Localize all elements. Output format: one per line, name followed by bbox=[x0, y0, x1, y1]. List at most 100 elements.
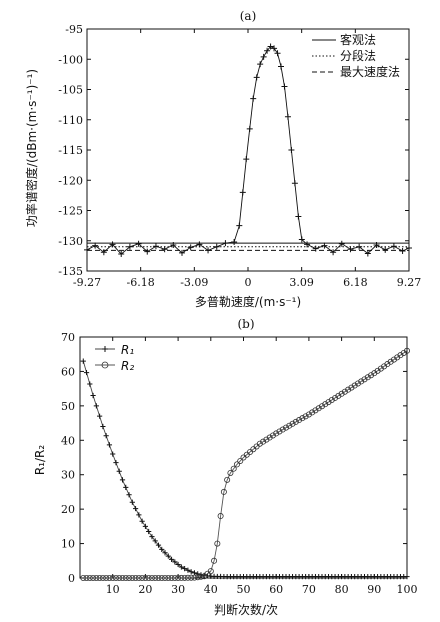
chart-b-r1-point bbox=[185, 567, 191, 573]
chart-b-r1-point bbox=[142, 523, 148, 529]
chart-b-r2-point bbox=[211, 557, 218, 564]
chart-a-legend-label: 客观法 bbox=[340, 32, 376, 47]
chart-b-r1-point bbox=[87, 381, 93, 387]
chart-a-spectrum-point bbox=[231, 238, 238, 245]
chart-b-x-tick-label: 60 bbox=[269, 583, 283, 596]
chart-b-legend-label: R₂ bbox=[121, 359, 134, 373]
chart-a-spectrum-point bbox=[373, 241, 380, 248]
chart-b-r2-point bbox=[256, 440, 263, 447]
chart-a-spectrum-point bbox=[312, 245, 319, 252]
chart-a-spectrum-point bbox=[84, 246, 90, 253]
chart-b-r1-point bbox=[126, 492, 132, 498]
chart-a-spectrum-point bbox=[205, 247, 212, 254]
chart-b-y-tick-label: 0 bbox=[68, 572, 75, 585]
chart-a-title: (a) bbox=[240, 9, 257, 23]
chart-b-r2-point bbox=[289, 420, 296, 427]
chart-b-r2-point bbox=[266, 434, 273, 441]
chart-b-r2-line bbox=[83, 350, 408, 579]
chart-a-spectrum-point bbox=[170, 241, 177, 248]
chart-a-spectrum-point bbox=[152, 243, 159, 250]
chart-b-r2-point bbox=[165, 575, 172, 582]
chart-b-r2-point bbox=[184, 574, 191, 581]
chart-b-r2-point bbox=[188, 574, 195, 581]
chart-b-r2-point bbox=[260, 438, 267, 445]
chart-b-r2-point bbox=[112, 575, 119, 582]
chart-a-y-tick-label: -100 bbox=[58, 53, 83, 66]
chart-a-spectrum-point bbox=[406, 245, 412, 252]
chart-b-r2-point bbox=[233, 461, 240, 468]
chart-b-r2-point bbox=[116, 575, 123, 582]
chart-a-legend-label: 分段法 bbox=[340, 48, 376, 63]
chart-b-r1-point bbox=[149, 534, 155, 540]
chart-b-y-tick-label: 60 bbox=[61, 365, 75, 378]
chart-b-x-axis-label: 判断次数/次 bbox=[214, 602, 278, 617]
chart-b-title: (b) bbox=[237, 317, 254, 331]
chart-b-r2-point bbox=[181, 574, 188, 581]
chart-a-spectrum-point bbox=[288, 147, 295, 153]
chart-a-spectrum-point bbox=[239, 189, 246, 196]
chart-b-r2-point bbox=[175, 575, 182, 582]
chart-a-x-tick-label: -6.18 bbox=[127, 276, 155, 289]
chart-a-spectrum-point bbox=[390, 243, 397, 250]
chart-a-spectrum-point bbox=[281, 83, 288, 90]
chart-a-spectrum-point bbox=[284, 113, 291, 120]
chart-a-x-tick-label: 6.18 bbox=[343, 276, 368, 289]
chart-a-spectrum-point bbox=[187, 244, 194, 251]
chart-b-r1-point bbox=[175, 561, 181, 568]
chart-b-r2-point bbox=[106, 575, 113, 582]
chart-b-y-tick-label: 40 bbox=[61, 434, 75, 447]
chart-b-r1-point bbox=[132, 505, 139, 512]
chart-a-spectrum-point bbox=[213, 243, 220, 250]
chart-a-spectrum-point bbox=[126, 243, 133, 250]
chart-a-legend-label: 最大速度法 bbox=[340, 64, 400, 79]
chart-b-r2-point bbox=[162, 575, 169, 582]
chart-b-r1-point bbox=[93, 403, 99, 409]
chart-b-r2-point bbox=[305, 411, 312, 418]
chart-b-r2-point bbox=[318, 403, 325, 410]
chart-b-legend-label: R₁ bbox=[121, 343, 134, 357]
chart-b-legend-circle-marker bbox=[101, 361, 109, 369]
chart-a-spectrum-point bbox=[144, 248, 151, 255]
chart-b-r1-point bbox=[139, 518, 145, 524]
chart-a-spectrum-point bbox=[135, 240, 142, 247]
chart-b-r1-point bbox=[119, 477, 126, 483]
chart-b-r1-point bbox=[404, 574, 410, 580]
chart-b-x-tick-label: 20 bbox=[138, 583, 152, 596]
chart-b-r2-point bbox=[220, 488, 227, 495]
chart-a-spectrum-point bbox=[253, 74, 260, 81]
chart-b-r2-point bbox=[194, 574, 201, 581]
chart-b-r1-point bbox=[165, 553, 171, 559]
chart-b-r2-point bbox=[322, 401, 329, 408]
chart-a-spectrum-point bbox=[264, 47, 271, 54]
chart-b-r1-point bbox=[146, 528, 152, 535]
chart-a-spectrum-point bbox=[274, 50, 281, 57]
chart-b-r2-point bbox=[103, 575, 110, 582]
chart-b-r2-point bbox=[348, 384, 355, 391]
chart-b-r2-point bbox=[263, 436, 270, 443]
chart-b-r2-point bbox=[119, 575, 126, 582]
chart-b-r2-point bbox=[273, 430, 280, 437]
chart-b-r1-point bbox=[188, 569, 194, 575]
chart-a-y-tick-label: -115 bbox=[58, 144, 83, 157]
chart-b-r2-point bbox=[214, 540, 221, 547]
chart-a-y-tick-label: -120 bbox=[58, 174, 83, 187]
chart-a-spectrum-point bbox=[271, 45, 278, 52]
chart-a-spectrum-point bbox=[236, 222, 243, 229]
chart-b-r2-point bbox=[279, 426, 286, 433]
chart-b-r2-point bbox=[286, 422, 293, 429]
chart-a-spectrum-point bbox=[92, 242, 99, 249]
chart-b-r2-point bbox=[354, 380, 361, 387]
chart-b-r2-point bbox=[345, 386, 352, 393]
chart-a-spectrum-point bbox=[196, 241, 203, 248]
chart-b-r2-point bbox=[93, 575, 100, 582]
chart-b-r2-point bbox=[126, 575, 133, 582]
chart-b-r1-point bbox=[90, 392, 96, 399]
chart-b-r1-point bbox=[182, 565, 188, 572]
chart-a-x-tick-label: 3.09 bbox=[289, 276, 314, 289]
chart-b-r2-point bbox=[341, 388, 348, 395]
chart-b-r2-point bbox=[361, 376, 368, 383]
chart-b-r2-point bbox=[299, 415, 306, 422]
chart-a: (a) -95-100-105-110-115-120-125-130-135-… bbox=[24, 9, 421, 309]
